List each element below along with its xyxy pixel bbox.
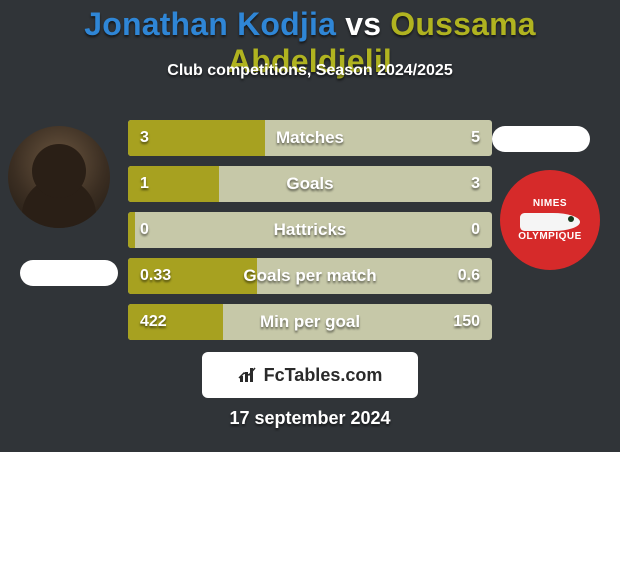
stat-row: 13Goals xyxy=(128,166,492,202)
player-a-name: Jonathan Kodjia xyxy=(84,6,336,42)
crocodile-icon xyxy=(520,213,580,231)
blank-area xyxy=(0,452,620,580)
stat-label: Min per goal xyxy=(128,304,492,340)
stat-label: Hattricks xyxy=(128,212,492,248)
stat-row: 35Matches xyxy=(128,120,492,156)
date-text: 17 september 2024 xyxy=(0,408,620,429)
player-b-club-badge-pill xyxy=(492,126,590,152)
stat-label: Goals per match xyxy=(128,258,492,294)
stat-label: Matches xyxy=(128,120,492,156)
stats-block: 35Matches 13Goals 00Hattricks 0.330.6Goals … xyxy=(128,120,492,350)
club-name-sub: OLYMPIQUE xyxy=(518,231,582,242)
stat-row: 422150Min per goal xyxy=(128,304,492,340)
stat-row: 0.330.6Goals per match xyxy=(128,258,492,294)
infographic-card: Jonathan Kodjia vs Oussama Abdeldjelil C… xyxy=(0,0,620,452)
bar-chart-icon xyxy=(238,366,258,384)
player-a-club-badge xyxy=(20,260,118,286)
vs-text: vs xyxy=(336,6,390,42)
stat-label: Goals xyxy=(128,166,492,202)
brand-footer[interactable]: FcTables.com xyxy=(202,352,418,398)
player-b-club-badge: NIMES OLYMPIQUE xyxy=(500,170,600,270)
subtitle: Club competitions, Season 2024/2025 xyxy=(0,62,620,80)
stat-row: 00Hattricks xyxy=(128,212,492,248)
player-a-avatar xyxy=(8,126,110,228)
club-name-top: NIMES xyxy=(533,198,567,209)
brand-text: FcTables.com xyxy=(264,365,383,386)
